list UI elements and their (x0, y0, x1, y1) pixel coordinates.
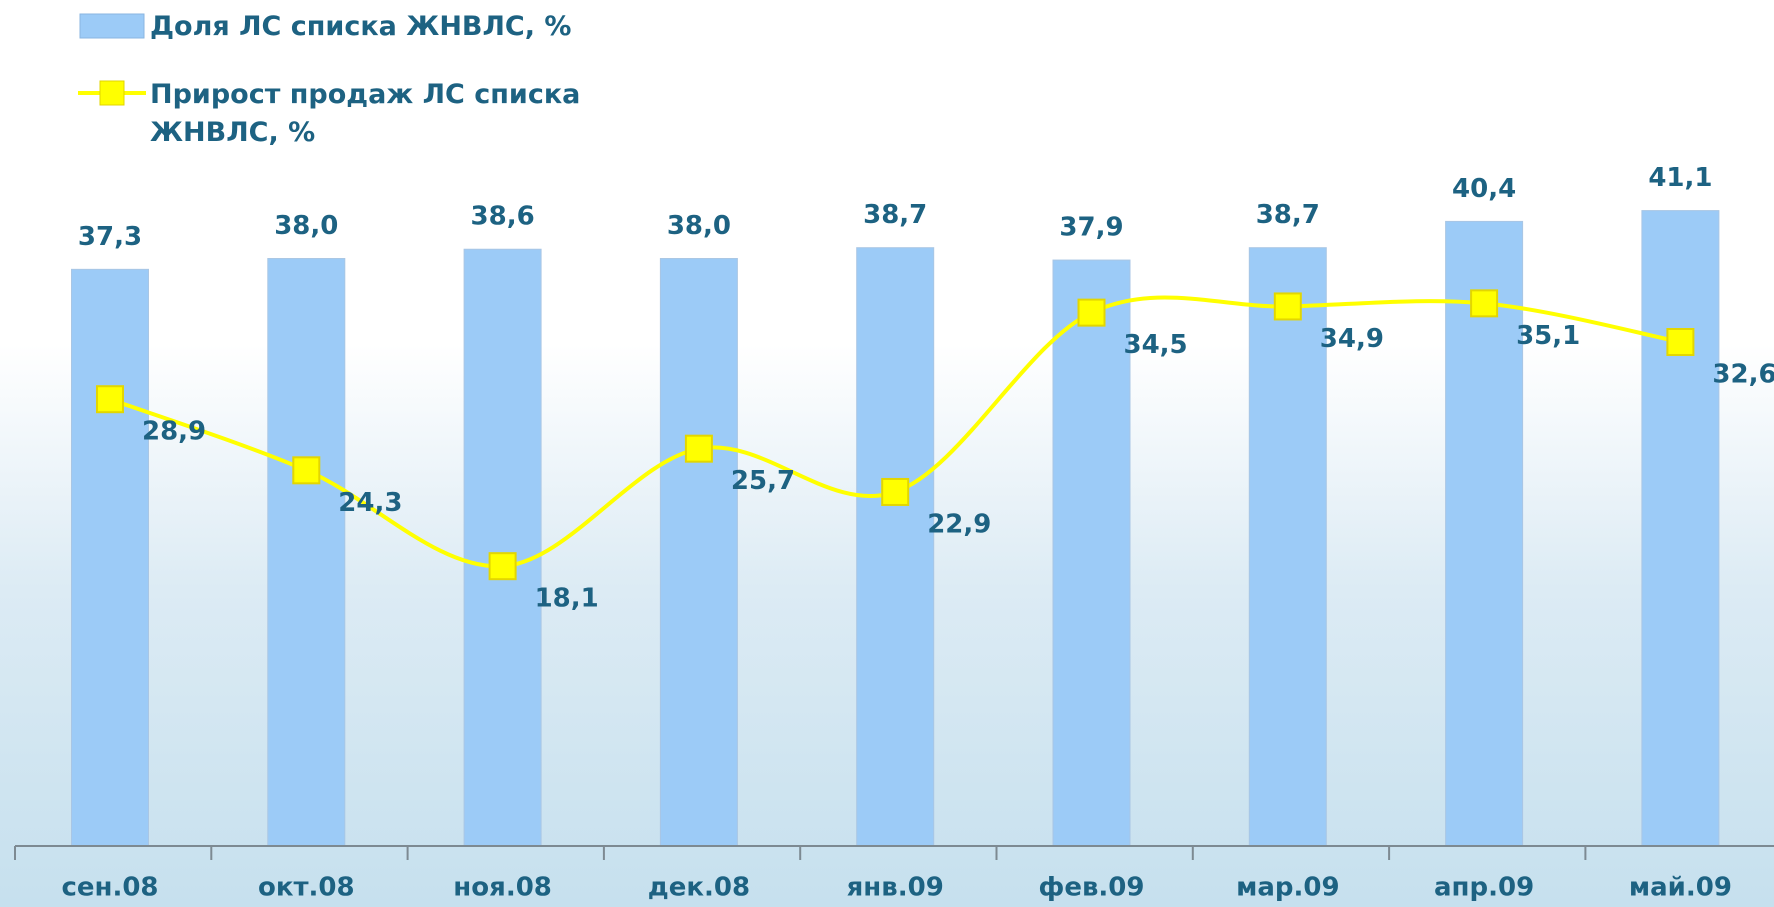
line-marker (1470, 289, 1499, 318)
line-label: 24,3 (338, 488, 402, 518)
bar (267, 258, 346, 847)
x-tick-label: май.09 (1629, 873, 1732, 903)
bar (856, 247, 935, 847)
bar-label: 41,1 (1648, 163, 1712, 193)
bar-label: 38,0 (667, 211, 731, 241)
line-label: 25,7 (731, 466, 795, 496)
bar (659, 258, 738, 847)
bar (463, 248, 542, 847)
bar-label: 40,4 (1452, 174, 1516, 204)
legend-label: Доля ЛС списка ЖНВЛС, % (150, 11, 572, 42)
line-marker (1273, 292, 1302, 321)
x-tick-label: ноя.08 (453, 873, 552, 903)
line-label: 35,1 (1516, 321, 1580, 351)
line-label: 34,5 (1124, 330, 1188, 360)
bar (1248, 247, 1327, 847)
x-tick-label: фев.09 (1039, 873, 1145, 903)
x-tick-label: окт.08 (258, 873, 355, 903)
bar-label: 38,6 (471, 202, 535, 232)
line-marker (96, 385, 124, 414)
legend-swatch (79, 13, 145, 39)
bar (71, 268, 149, 847)
line-label: 34,9 (1320, 324, 1384, 354)
bar-label: 38,7 (863, 200, 927, 230)
legend-label: Прирост продаж ЛС списка ЖНВЛС, % (150, 79, 581, 148)
line-marker (881, 477, 910, 506)
legend-swatch (99, 80, 125, 106)
x-tick-label: дек.08 (648, 873, 750, 903)
line-marker (684, 434, 713, 463)
bar (1641, 210, 1720, 847)
x-tick-label: мар.09 (1236, 873, 1339, 903)
bar (1052, 259, 1131, 847)
bar-label: 37,3 (78, 222, 142, 252)
bar (1445, 220, 1524, 847)
bar-label: 37,9 (1059, 213, 1123, 243)
x-tick-label: сен.08 (61, 873, 158, 903)
line-label: 32,6 (1712, 360, 1774, 390)
line-marker (292, 456, 321, 485)
line-marker (1077, 298, 1106, 327)
bar-label: 38,0 (274, 211, 338, 241)
x-tick-label: апр.09 (1434, 873, 1534, 903)
line-label: 28,9 (142, 417, 206, 447)
line-label: 22,9 (927, 509, 991, 539)
line-label: 18,1 (535, 584, 599, 614)
x-tick-label: янв.09 (847, 873, 944, 903)
line-marker (1666, 328, 1695, 357)
line-marker (488, 552, 517, 581)
bar-label: 38,7 (1256, 200, 1320, 230)
